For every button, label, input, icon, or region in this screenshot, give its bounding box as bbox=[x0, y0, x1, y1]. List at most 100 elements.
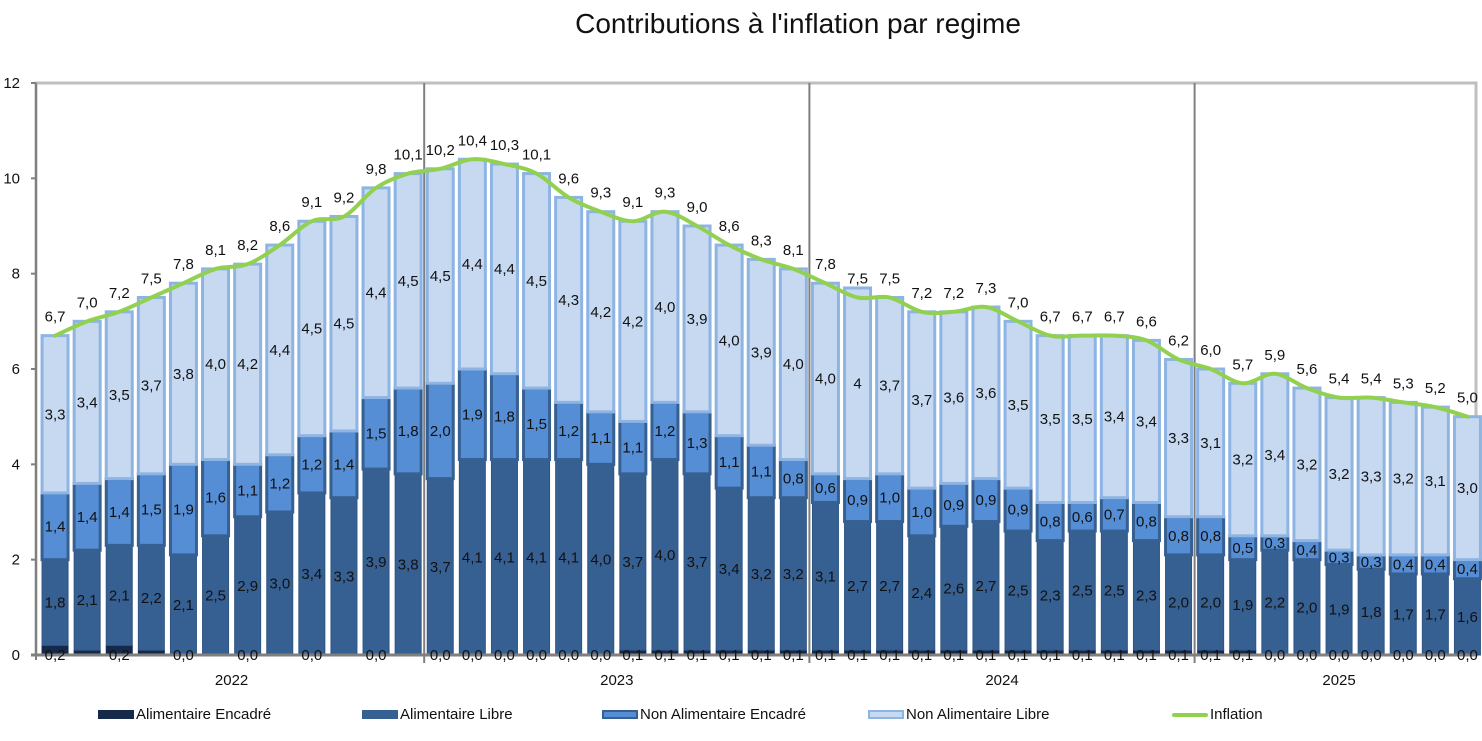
bar-non-alimentaire-libre bbox=[1260, 372, 1290, 538]
data-label-alimentaire-libre: 1,7 bbox=[1425, 606, 1446, 623]
data-label-alimentaire-libre: 2,0 bbox=[1297, 599, 1318, 616]
legend-swatch bbox=[868, 710, 904, 719]
bar-alimentaire-libre bbox=[876, 521, 904, 651]
legend-item-alimentaire-encadre[interactable]: Alimentaire Encadré bbox=[98, 706, 271, 723]
data-label-non-alimentaire-encadr-: 1,2 bbox=[269, 475, 290, 492]
data-label-inflation: 10,4 bbox=[458, 132, 487, 149]
data-label-non-alimentaire-encadr-: 0,8 bbox=[1136, 514, 1157, 531]
bar-non-alimentaire-libre bbox=[425, 167, 455, 385]
bar-non-alimentaire-encadr- bbox=[233, 462, 263, 519]
bar-non-alimentaire-encadr- bbox=[329, 429, 359, 500]
data-labels-layer: 0,2 1,8 1,4 3,3 6,7 2,1 1,4 3,4 7,0 0,2 2,1 1,4 3,5 7… bbox=[45, 132, 1478, 664]
legend-item-inflation[interactable]: Inflation bbox=[1172, 706, 1263, 723]
data-label-non-alimentaire-libre: 4,3 bbox=[558, 292, 579, 309]
data-label-alimentaire-libre: 2,7 bbox=[847, 578, 868, 595]
legend-item-alimentaire-libre[interactable]: Alimentaire Libre bbox=[362, 706, 513, 723]
data-label-alimentaire-libre: 4,0 bbox=[655, 547, 676, 564]
bar-non-alimentaire-encadr- bbox=[618, 419, 648, 476]
data-label-non-alimentaire-libre: 3,2 bbox=[1297, 456, 1318, 473]
legend-item-non-alimentaire-encadre[interactable]: Non Alimentaire Encadré bbox=[602, 706, 806, 723]
bar-non-alimentaire-encadr- bbox=[714, 434, 744, 490]
legend-item-non-alimentaire-libre[interactable]: Non Alimentaire Libre bbox=[868, 706, 1049, 723]
bar-non-alimentaire-libre bbox=[40, 334, 70, 495]
data-label-non-alimentaire-encadr-: 0,3 bbox=[1361, 554, 1382, 571]
data-label-non-alimentaire-encadr-: 0,3 bbox=[1329, 549, 1350, 566]
data-label-alimentaire-encadr-: 0,0 bbox=[1297, 647, 1318, 664]
data-label-alimentaire-libre: 3,2 bbox=[751, 566, 772, 583]
data-label-alimentaire-encadr-: 0,1 bbox=[847, 647, 868, 664]
data-label-inflation: 5,3 bbox=[1393, 375, 1414, 392]
data-label-alimentaire-libre: 1,6 bbox=[1457, 609, 1478, 626]
bar-alimentaire-libre bbox=[266, 511, 294, 656]
bar-alimentaire-libre bbox=[555, 459, 583, 656]
data-label-alimentaire-encadr-: 0,1 bbox=[1136, 647, 1157, 664]
data-label-alimentaire-libre: 2,5 bbox=[1008, 583, 1029, 600]
data-label-inflation: 10,2 bbox=[426, 142, 455, 159]
data-label-alimentaire-libre: 3,1 bbox=[815, 568, 836, 585]
data-label-alimentaire-libre: 2,4 bbox=[911, 585, 932, 602]
data-label-alimentaire-libre: 1,9 bbox=[1232, 597, 1253, 614]
data-label-non-alimentaire-libre: 4,0 bbox=[655, 299, 676, 316]
year-label: 2025 bbox=[1322, 672, 1355, 689]
data-label-alimentaire-libre: 2,1 bbox=[109, 587, 130, 604]
data-label-alimentaire-libre: 1,8 bbox=[1361, 604, 1382, 621]
bar-non-alimentaire-libre bbox=[1035, 334, 1065, 504]
data-label-non-alimentaire-libre: 4,5 bbox=[526, 273, 547, 290]
axes-layer: 0 2 4 6 8 10 12 bbox=[3, 75, 1476, 664]
data-label-non-alimentaire-libre: 3,8 bbox=[173, 366, 194, 383]
bar-non-alimentaire-encadr- bbox=[40, 491, 70, 562]
data-label-non-alimentaire-encadr-: 0,9 bbox=[1008, 502, 1029, 519]
data-label-non-alimentaire-encadr-: 1,5 bbox=[366, 425, 387, 442]
data-label-alimentaire-encadr-: 0,1 bbox=[655, 647, 676, 664]
data-label-alimentaire-encadr-: 0,0 bbox=[558, 647, 579, 664]
data-label-inflation: 7,0 bbox=[1008, 294, 1029, 311]
bar-non-alimentaire-libre bbox=[650, 210, 680, 404]
data-label-alimentaire-encadr-: 0,0 bbox=[173, 647, 194, 664]
data-label-alimentaire-encadr-: 0,0 bbox=[494, 647, 515, 664]
data-label-alimentaire-libre: 2,7 bbox=[976, 578, 997, 595]
legend-swatch bbox=[98, 710, 134, 719]
data-label-non-alimentaire-encadr-: 1,9 bbox=[173, 502, 194, 519]
data-label-alimentaire-encadr-: 0,1 bbox=[943, 647, 964, 664]
data-label-alimentaire-encadr-: 0,2 bbox=[45, 647, 66, 664]
data-label-inflation: 10,3 bbox=[490, 137, 519, 154]
y-tick-label: 10 bbox=[3, 170, 20, 187]
data-label-alimentaire-encadr-: 0,1 bbox=[751, 647, 772, 664]
data-label-alimentaire-libre: 4,1 bbox=[526, 549, 547, 566]
data-label-non-alimentaire-encadr-: 0,4 bbox=[1297, 542, 1318, 559]
bar-alimentaire-libre bbox=[940, 525, 968, 651]
data-label-non-alimentaire-libre: 3,5 bbox=[1008, 397, 1029, 414]
data-label-alimentaire-encadr-: 0,0 bbox=[301, 647, 322, 664]
data-label-non-alimentaire-libre: 3,7 bbox=[879, 378, 900, 395]
bar-non-alimentaire-libre bbox=[554, 195, 584, 404]
data-label-alimentaire-encadr-: 0,0 bbox=[1393, 647, 1414, 664]
bar-alimentaire-libre bbox=[330, 497, 358, 656]
data-label-non-alimentaire-libre: 4,5 bbox=[398, 273, 419, 290]
data-label-non-alimentaire-encadr-: 0,9 bbox=[847, 492, 868, 509]
data-label-alimentaire-libre: 2,1 bbox=[77, 592, 98, 609]
data-label-inflation: 9,2 bbox=[334, 189, 355, 206]
data-label-non-alimentaire-encadr-: 1,0 bbox=[911, 504, 932, 521]
bar-non-alimentaire-libre bbox=[810, 281, 840, 476]
bar-non-alimentaire-encadr- bbox=[1099, 496, 1129, 533]
data-label-non-alimentaire-encadr-: 1,4 bbox=[77, 509, 98, 526]
data-label-alimentaire-encadr-: 0,1 bbox=[1232, 647, 1253, 664]
bar-alimentaire-libre bbox=[1036, 540, 1064, 651]
data-label-non-alimentaire-encadr-: 0,9 bbox=[943, 497, 964, 514]
data-label-non-alimentaire-encadr-: 1,5 bbox=[141, 502, 162, 519]
bar-alimentaire-libre bbox=[1293, 559, 1321, 656]
data-label-inflation: 8,6 bbox=[269, 218, 290, 235]
data-label-alimentaire-encadr-: 0,1 bbox=[879, 647, 900, 664]
bar-alimentaire-libre bbox=[137, 544, 165, 651]
data-label-alimentaire-libre: 2,2 bbox=[141, 590, 162, 607]
data-label-alimentaire-libre: 2,6 bbox=[943, 580, 964, 597]
data-label-alimentaire-libre: 3,3 bbox=[334, 568, 355, 585]
data-label-alimentaire-libre: 2,3 bbox=[1040, 587, 1061, 604]
data-label-non-alimentaire-libre: 4,0 bbox=[205, 356, 226, 373]
bar-non-alimentaire-libre bbox=[72, 319, 102, 485]
data-label-inflation: 7,8 bbox=[173, 256, 194, 273]
legend-label: Alimentaire Encadré bbox=[136, 706, 272, 723]
year-label: 2023 bbox=[600, 672, 633, 689]
data-label-non-alimentaire-libre: 4,4 bbox=[366, 285, 387, 302]
y-tick-label: 8 bbox=[12, 266, 20, 283]
